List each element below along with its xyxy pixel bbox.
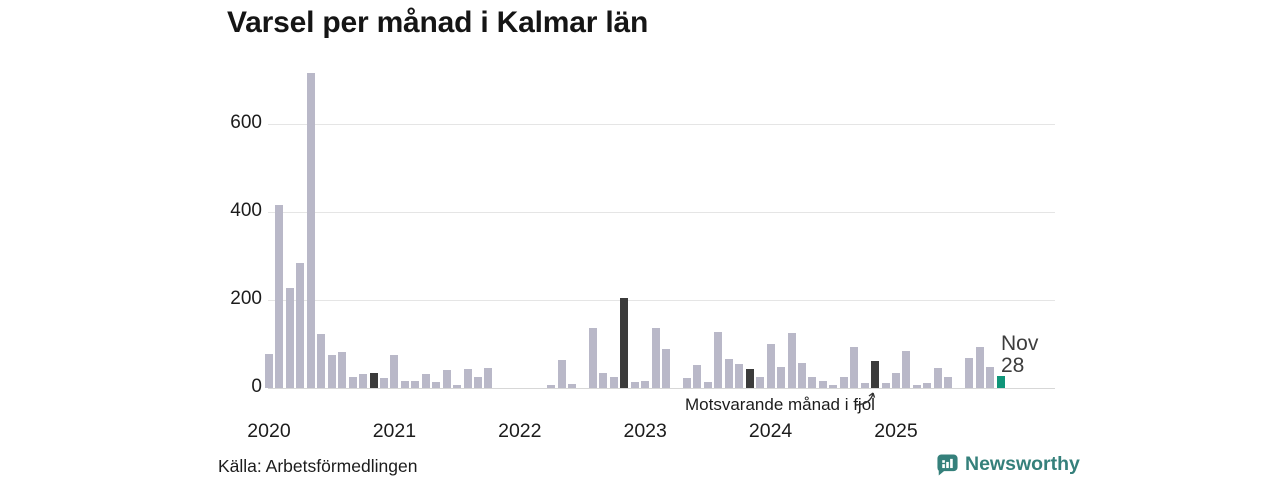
bar — [348, 377, 357, 388]
brand-logo: Newsworthy — [937, 453, 1080, 476]
bar — [547, 385, 556, 388]
bar — [756, 377, 765, 388]
bar — [630, 381, 639, 388]
bar — [808, 377, 817, 388]
bar — [839, 377, 848, 388]
bar — [411, 380, 420, 388]
bar — [453, 385, 462, 388]
bar-compare-month — [369, 373, 378, 388]
brand-name: Newsworthy — [965, 453, 1080, 475]
y-axis-tick-label: 200 — [230, 288, 262, 309]
gridline-y-0 — [268, 388, 1055, 389]
bar — [912, 385, 921, 388]
bar — [850, 347, 859, 388]
bar-compare-month — [620, 298, 629, 388]
bar — [359, 374, 368, 388]
source-credit: Källa: Arbetsförmedlingen — [218, 456, 418, 476]
bar — [965, 358, 974, 388]
current-point-label: Nov 28 — [1001, 333, 1038, 377]
bar — [662, 349, 671, 388]
bar — [892, 372, 900, 388]
bar — [923, 382, 932, 388]
bar — [797, 362, 806, 388]
bar — [463, 369, 472, 388]
bar-compare-month — [745, 369, 754, 388]
bar — [724, 358, 733, 388]
x-axis-year-label: 2022 — [498, 420, 542, 442]
bar — [777, 366, 786, 388]
x-axis-year-label: 2021 — [372, 420, 417, 442]
bar — [432, 381, 441, 388]
chart-title: Varsel per månad i Kalmar län — [227, 6, 649, 39]
y-axis-tick-label: 600 — [230, 112, 262, 133]
bar — [599, 373, 608, 388]
bar — [693, 365, 702, 388]
bar — [474, 377, 482, 388]
bar — [651, 328, 660, 388]
bar — [818, 380, 827, 388]
bar — [400, 381, 409, 388]
bar — [327, 355, 336, 388]
bar — [703, 382, 712, 388]
compare-annotation-label: Motsvarande månad i fjol — [685, 395, 875, 414]
bar — [683, 377, 691, 388]
bar — [317, 334, 326, 388]
current-point-month: Nov — [1001, 332, 1039, 355]
x-axis-year-label: 2024 — [748, 420, 793, 442]
gridline-y-200 — [268, 300, 1055, 301]
bar — [829, 385, 838, 388]
bar-current-month — [996, 375, 1005, 388]
x-axis-year-label: 2025 — [874, 420, 918, 442]
gridline-y-600 — [268, 124, 1055, 125]
current-point-value: 28 — [1001, 354, 1025, 377]
x-axis-year-label: 2020 — [247, 420, 291, 442]
bar — [714, 332, 723, 388]
bar — [787, 333, 796, 388]
bar — [442, 369, 451, 388]
bar — [588, 328, 597, 388]
bar — [390, 354, 399, 388]
bar — [881, 382, 890, 388]
newsworthy-logo-icon — [937, 454, 958, 475]
bar — [735, 363, 744, 388]
bar — [568, 384, 577, 388]
bar — [944, 377, 953, 388]
bar — [557, 360, 566, 388]
bar-compare-month — [871, 360, 880, 388]
bar — [265, 354, 273, 388]
bar — [421, 374, 430, 388]
bar — [933, 368, 942, 388]
bar — [296, 263, 305, 388]
bar — [306, 72, 315, 388]
gridline-y-400 — [268, 212, 1055, 213]
bar — [766, 343, 775, 388]
bar — [975, 347, 984, 388]
x-axis-year-label: 2023 — [623, 420, 667, 442]
bar — [902, 350, 911, 388]
y-axis-tick-label: 400 — [230, 200, 262, 221]
bar — [484, 368, 493, 388]
bar — [285, 287, 294, 388]
bar — [338, 352, 347, 388]
bar — [275, 204, 284, 388]
annotation-arrow-icon — [855, 392, 876, 406]
bar — [986, 367, 995, 388]
y-axis-tick-label: 0 — [251, 376, 262, 397]
bar — [609, 377, 618, 388]
bar — [379, 378, 388, 388]
bar — [641, 381, 650, 388]
bar — [860, 382, 869, 388]
